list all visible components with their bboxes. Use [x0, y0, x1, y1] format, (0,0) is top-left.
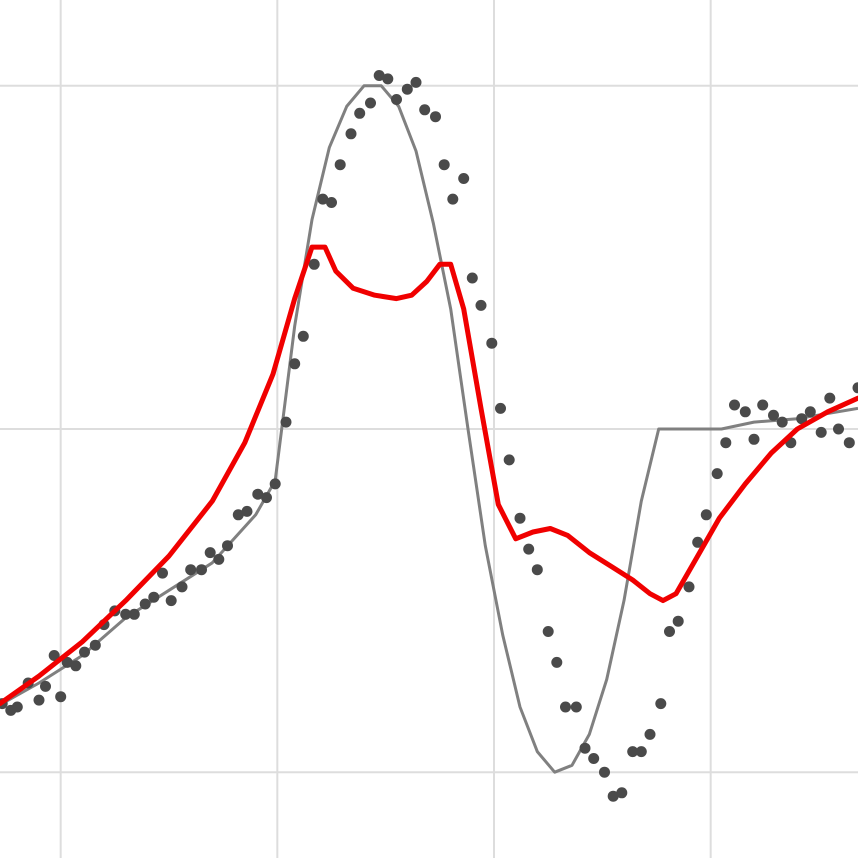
data-point	[410, 76, 422, 88]
data-point	[475, 299, 487, 311]
data-point	[531, 564, 543, 576]
data-point	[419, 104, 431, 116]
data-point	[373, 70, 385, 81]
data-point	[354, 107, 366, 119]
data-point	[280, 416, 292, 428]
data-point	[466, 272, 478, 284]
data-point	[55, 691, 67, 703]
data-point	[523, 543, 535, 555]
data-point	[495, 402, 506, 414]
data-point	[204, 547, 216, 559]
data-point	[185, 564, 197, 576]
data-point	[833, 423, 844, 435]
data-point	[616, 787, 628, 799]
data-point	[40, 680, 51, 692]
data-point	[804, 406, 816, 418]
data-point	[382, 73, 394, 85]
data-point	[157, 567, 168, 579]
data-point	[128, 608, 140, 620]
data-point	[61, 656, 73, 668]
data-point	[252, 488, 264, 500]
data-point	[542, 626, 554, 637]
data-point	[401, 83, 413, 95]
data-point	[241, 505, 253, 517]
data-point	[729, 399, 740, 411]
data-point	[430, 111, 441, 123]
data-point	[11, 701, 23, 713]
data-point	[599, 766, 610, 778]
data-point	[768, 409, 779, 421]
data-point	[607, 790, 619, 802]
data-point	[196, 564, 207, 576]
data-point	[261, 492, 272, 504]
data-point	[120, 608, 132, 620]
data-point	[289, 358, 301, 370]
data-point	[148, 591, 160, 603]
data-points	[0, 70, 858, 802]
data-point	[447, 193, 459, 205]
data-point	[748, 433, 760, 445]
data-point	[757, 399, 769, 411]
data-point	[139, 598, 151, 610]
data-point	[458, 173, 470, 184]
true-curve-line	[1, 84, 858, 774]
data-point	[627, 746, 639, 758]
data-point	[391, 94, 402, 105]
data-point	[711, 468, 723, 480]
data-point	[644, 728, 656, 740]
data-point	[213, 553, 225, 565]
data-point	[683, 581, 695, 593]
data-point	[308, 258, 320, 270]
data-point	[70, 660, 82, 672]
data-point	[48, 650, 60, 661]
data-point	[551, 656, 563, 668]
data-point	[720, 437, 732, 449]
fit-curve-layer	[0, 244, 858, 707]
data-point	[700, 509, 712, 521]
data-point	[514, 512, 526, 524]
data-point	[852, 382, 858, 394]
data-point	[672, 615, 684, 627]
data-point	[438, 159, 450, 171]
data-point	[79, 646, 90, 658]
data-point	[503, 454, 515, 466]
fit-curve-line	[0, 244, 858, 707]
data-point	[560, 701, 571, 713]
true-curve-layer	[1, 84, 858, 774]
data-point	[655, 698, 667, 710]
data-point	[486, 337, 498, 349]
data-point	[297, 330, 309, 342]
data-point	[326, 197, 337, 208]
data-point	[176, 581, 188, 593]
data-point	[843, 437, 855, 449]
data-point	[334, 159, 346, 171]
data-point	[317, 193, 329, 205]
data-point	[664, 626, 675, 637]
data-point	[796, 413, 808, 425]
data-point	[635, 746, 647, 758]
data-point	[33, 694, 45, 706]
data-point	[365, 97, 376, 109]
data-point	[579, 742, 591, 754]
data-point	[588, 753, 600, 764]
data-point	[165, 595, 177, 607]
data-point	[776, 416, 788, 428]
data-point	[345, 128, 357, 140]
data-point	[222, 540, 233, 552]
data-point	[269, 478, 281, 490]
data-point	[815, 426, 827, 438]
data-point	[570, 701, 582, 713]
data-point	[232, 509, 244, 521]
data-point	[824, 392, 836, 404]
data-point	[692, 536, 704, 548]
data-point	[89, 639, 101, 651]
data-point	[739, 406, 751, 418]
